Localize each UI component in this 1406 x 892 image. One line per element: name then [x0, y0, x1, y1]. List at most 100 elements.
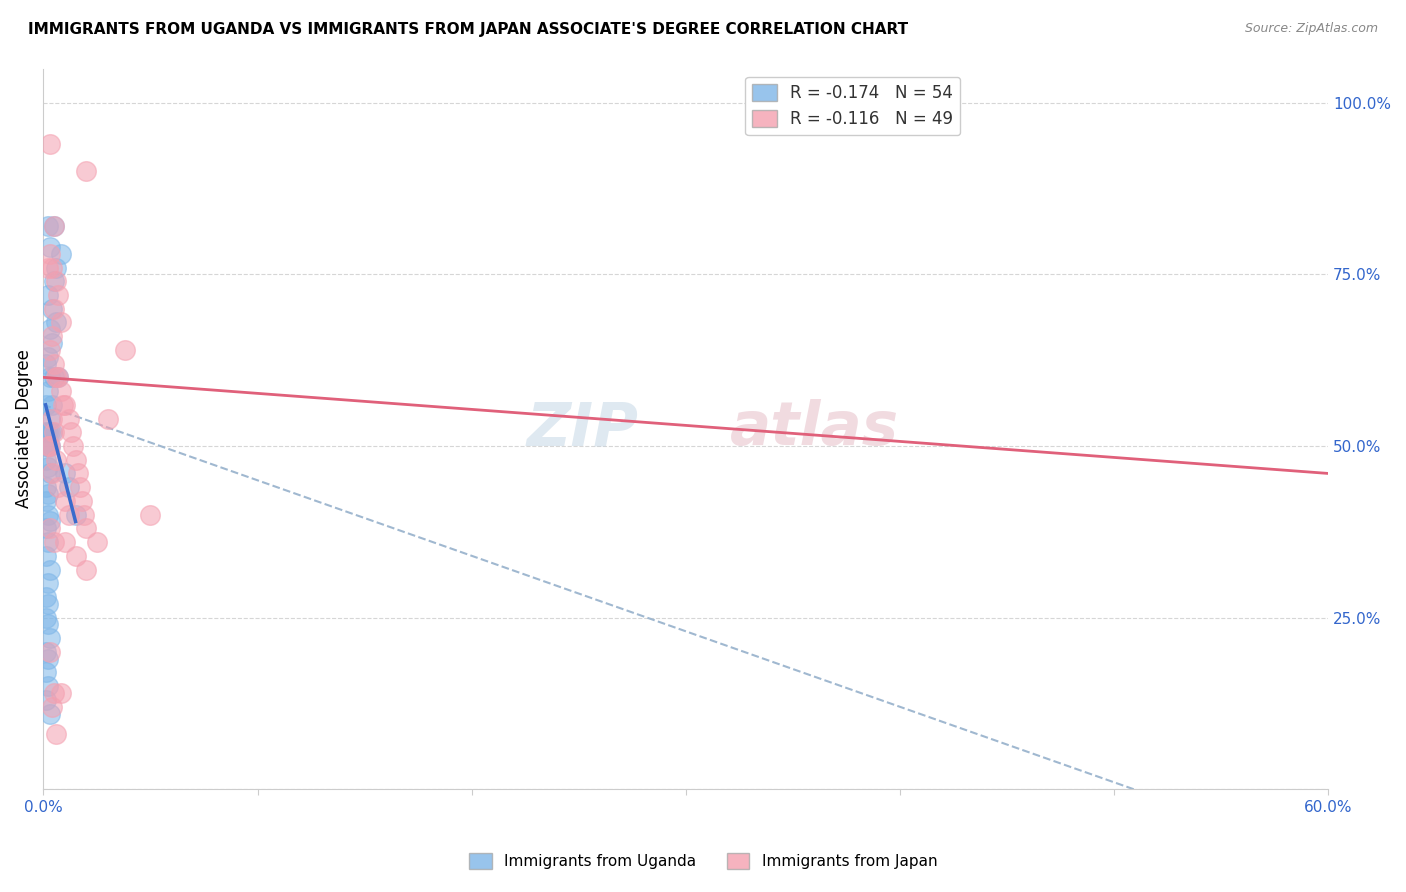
Point [41, 329, 63, 343]
Text: atlas: atlas [730, 400, 898, 458]
Point [38, 439, 60, 453]
Point [37, 679, 59, 693]
Point [38, 562, 60, 576]
Point [45, 727, 67, 741]
Point [38, 247, 60, 261]
Point [34, 452, 56, 467]
Text: IMMIGRANTS FROM UGANDA VS IMMIGRANTS FROM JAPAN ASSOCIATE'S DEGREE CORRELATION C: IMMIGRANTS FROM UGANDA VS IMMIGRANTS FRO… [28, 22, 908, 37]
Point [34, 494, 56, 508]
Point [37, 384, 59, 398]
Point [53, 467, 76, 481]
Point [49, 686, 72, 700]
Point [53, 494, 76, 508]
Point [65, 549, 87, 563]
Point [69, 480, 91, 494]
Point [53, 398, 76, 412]
Point [97, 411, 120, 425]
Point [41, 425, 63, 440]
Point [34, 665, 56, 680]
Point [38, 467, 60, 481]
Point [48, 370, 70, 384]
Point [65, 452, 87, 467]
Point [37, 508, 59, 522]
Point [38, 706, 60, 721]
Point [52, 398, 75, 412]
Point [49, 384, 72, 398]
Point [37, 535, 59, 549]
Point [58, 411, 80, 425]
Point [34, 610, 56, 624]
Point [41, 411, 63, 425]
Point [37, 288, 59, 302]
Point [114, 343, 136, 357]
Point [37, 425, 59, 440]
Point [41, 699, 63, 714]
Point [66, 467, 89, 481]
Point [38, 631, 60, 645]
Point [58, 480, 80, 494]
Point [42, 219, 65, 234]
Legend: R = -0.174   N = 54, R = -0.116   N = 49: R = -0.174 N = 54, R = -0.116 N = 49 [745, 77, 960, 135]
Point [60, 425, 83, 440]
Point [38, 425, 60, 440]
Point [75, 562, 97, 576]
Point [34, 425, 56, 440]
Point [38, 136, 60, 151]
Point [41, 301, 63, 316]
Text: Source: ZipAtlas.com: Source: ZipAtlas.com [1244, 22, 1378, 36]
Point [34, 480, 56, 494]
Point [42, 370, 65, 384]
Point [34, 398, 56, 412]
Point [53, 535, 76, 549]
Point [86, 535, 108, 549]
Point [49, 247, 72, 261]
Point [42, 274, 65, 288]
Point [65, 508, 87, 522]
Point [38, 645, 60, 659]
Point [38, 370, 60, 384]
Point [45, 315, 67, 329]
Point [41, 336, 63, 351]
Point [75, 164, 97, 178]
Point [45, 452, 67, 467]
Point [37, 576, 59, 591]
Point [37, 260, 59, 275]
Point [34, 549, 56, 563]
Point [42, 301, 65, 316]
Point [37, 219, 59, 234]
Point [41, 398, 63, 412]
Point [38, 322, 60, 336]
Point [37, 439, 59, 453]
Point [139, 508, 162, 522]
Point [48, 370, 70, 384]
Point [41, 260, 63, 275]
Point [37, 459, 59, 474]
Point [42, 357, 65, 371]
Point [34, 693, 56, 707]
Point [49, 315, 72, 329]
Point [41, 467, 63, 481]
Point [45, 274, 67, 288]
Point [62, 439, 84, 453]
Point [42, 425, 65, 440]
Point [34, 590, 56, 604]
Point [42, 219, 65, 234]
Point [34, 439, 56, 453]
Point [38, 439, 60, 453]
Point [45, 370, 67, 384]
Point [37, 652, 59, 666]
Point [37, 597, 59, 611]
Point [34, 645, 56, 659]
Point [37, 350, 59, 364]
Legend: Immigrants from Uganda, Immigrants from Japan: Immigrants from Uganda, Immigrants from … [463, 847, 943, 875]
Point [38, 521, 60, 535]
Point [38, 411, 60, 425]
Point [75, 521, 97, 535]
Point [38, 515, 60, 529]
Point [70, 494, 93, 508]
Point [42, 686, 65, 700]
Point [34, 357, 56, 371]
Point [48, 480, 70, 494]
Y-axis label: Associate's Degree: Associate's Degree [15, 350, 32, 508]
Text: ZIP: ZIP [527, 400, 638, 458]
